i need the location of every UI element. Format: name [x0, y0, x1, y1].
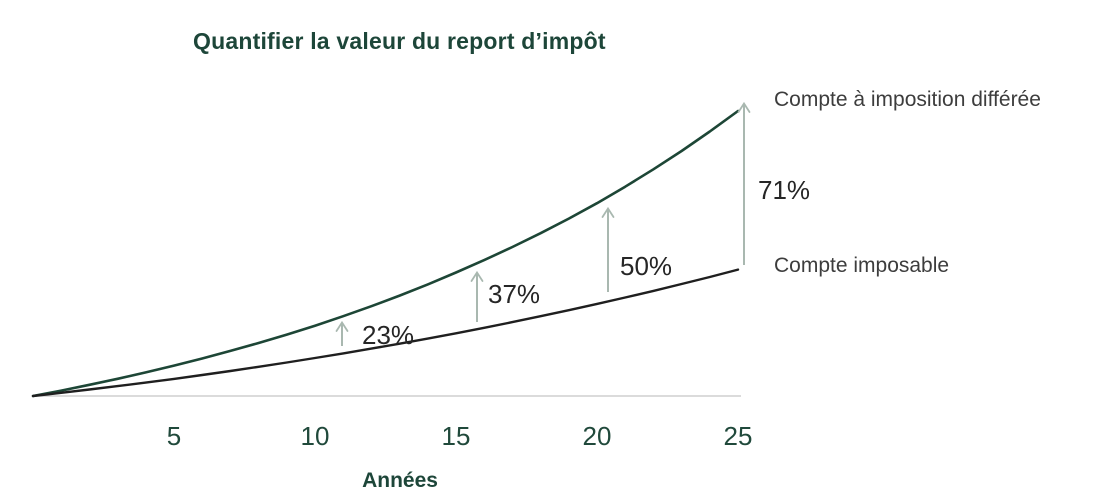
- x-tick-10: 10: [300, 421, 330, 451]
- gap-arrowhead-71%: [737, 101, 751, 113]
- annotation-23pct: 23%: [362, 320, 415, 350]
- x-tick-25: 25: [723, 421, 753, 451]
- x-tick-20: 20: [582, 421, 612, 451]
- line-deferred-account: [31, 109, 740, 398]
- x-tick-5: 5: [166, 421, 182, 451]
- line-taxable-account: [31, 268, 740, 398]
- annotation-71pct: 71%: [758, 175, 811, 205]
- x-axis-title: Années: [362, 469, 438, 492]
- x-tick-15: 15: [441, 421, 471, 451]
- gap-arrows: [335, 101, 751, 346]
- gap-arrowhead-23%: [335, 320, 349, 332]
- label-deferred-account: Compte à imposition différée: [774, 88, 1041, 111]
- chart-title: Quantifier la valeur du report d’impôt: [193, 28, 606, 54]
- annotation-37pct: 37%: [488, 279, 541, 309]
- label-taxable-account: Compte imposable: [774, 254, 950, 277]
- gap-arrowhead-50%: [601, 206, 615, 218]
- gap-arrowhead-37%: [470, 270, 484, 282]
- annotation-50pct: 50%: [620, 251, 673, 281]
